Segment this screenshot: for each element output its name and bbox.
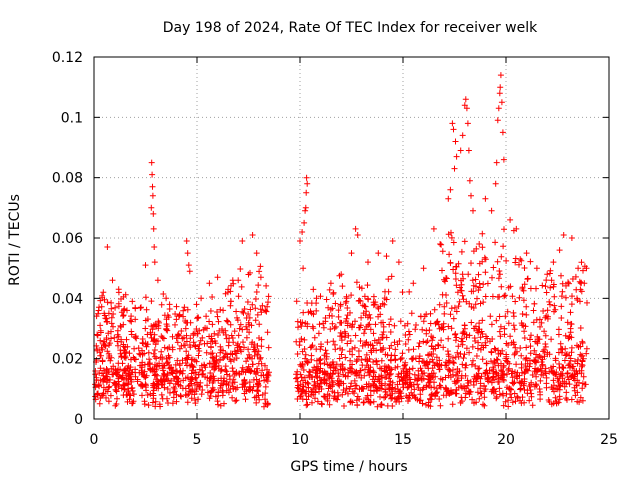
x-tick-label: 5	[193, 432, 202, 448]
x-tick-label: 25	[600, 432, 618, 448]
y-tick-label: 0	[74, 412, 83, 428]
axis-ticks: 0 0.02 0.04 0.06 0.08 0.1 0.12 0 5 10 15 20 25	[52, 50, 618, 448]
y-tick-label: 0.12	[52, 50, 83, 66]
x-tick-label: 10	[291, 432, 309, 448]
y-tick-label: 0.08	[52, 171, 83, 187]
y-tick-label: 0.04	[52, 291, 83, 307]
y-tick-label: 0.1	[61, 110, 83, 126]
x-tick-label: 15	[394, 432, 412, 448]
y-tick-label: 0.06	[52, 231, 83, 247]
chart-title: Day 198 of 2024, Rate Of TEC Index for r…	[163, 20, 538, 36]
data-points	[92, 72, 590, 410]
x-tick-label: 20	[497, 432, 515, 448]
x-axis-label: GPS time / hours	[290, 459, 407, 475]
roti-markers	[92, 72, 590, 410]
x-tick-label: 0	[90, 432, 99, 448]
y-tick-label: 0.02	[52, 352, 83, 368]
y-axis-label: ROTI / TECUs	[7, 194, 23, 286]
